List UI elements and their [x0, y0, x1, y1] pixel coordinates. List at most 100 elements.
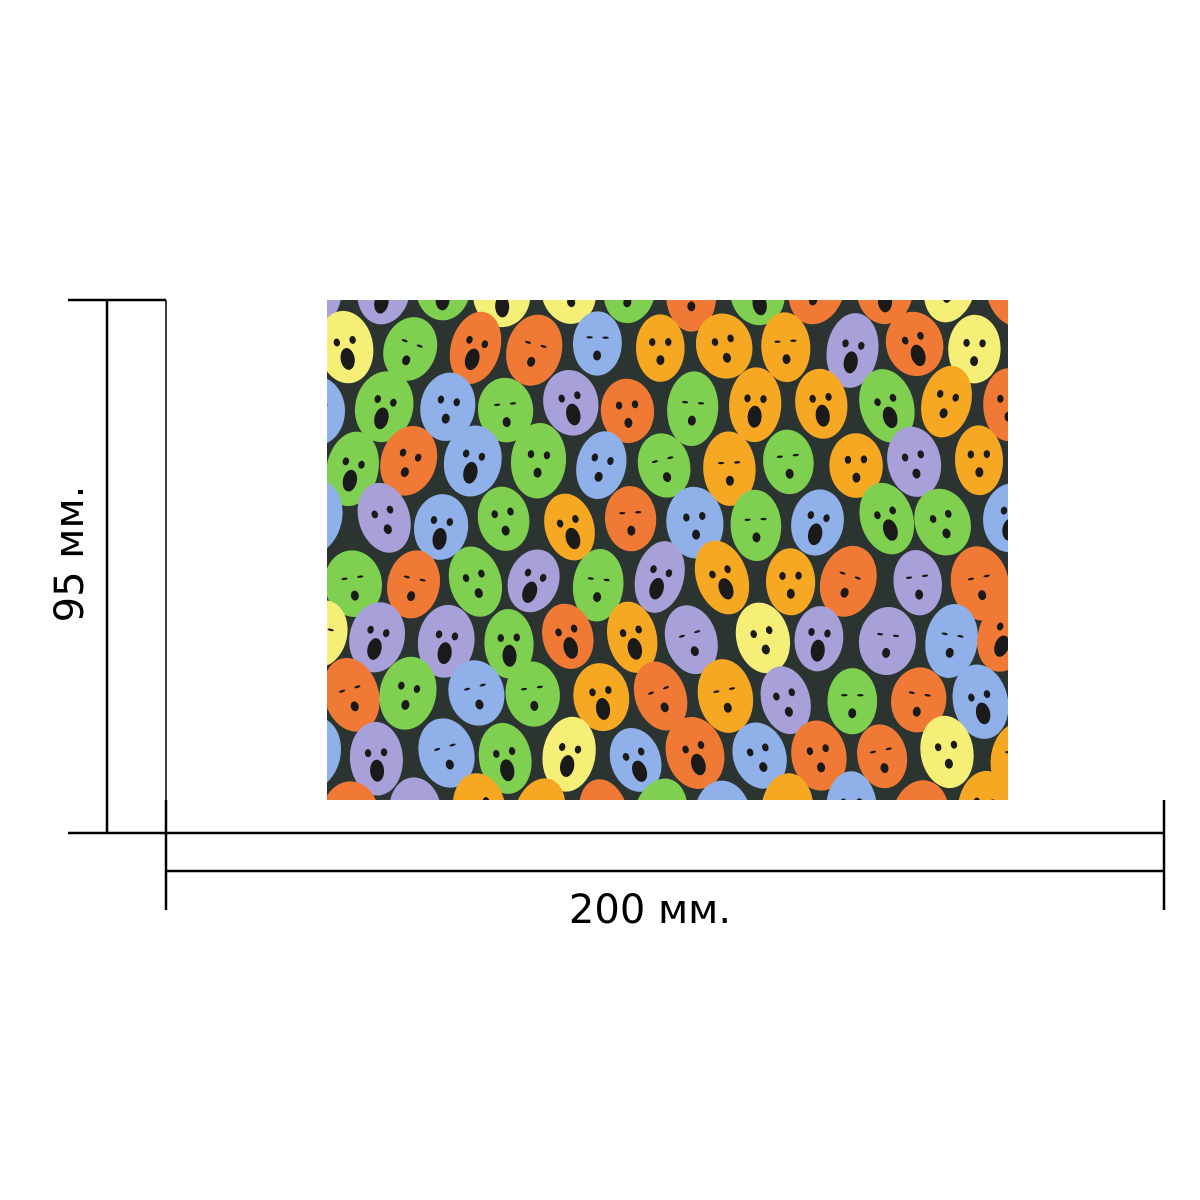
- face: [891, 667, 947, 733]
- face: [859, 369, 915, 443]
- face: [666, 486, 724, 559]
- face: [443, 425, 502, 497]
- face: [665, 717, 725, 789]
- face: [379, 656, 437, 730]
- face: [606, 601, 658, 673]
- face: [477, 377, 534, 443]
- face: [510, 422, 567, 499]
- face: [415, 300, 471, 321]
- face: [885, 311, 944, 377]
- face: [327, 376, 346, 446]
- face: [859, 482, 915, 555]
- faces-pattern: [327, 300, 1008, 800]
- face: [572, 548, 624, 622]
- face: [327, 657, 380, 732]
- face: [763, 429, 814, 495]
- face: [349, 721, 403, 796]
- face: [542, 716, 596, 792]
- face: [914, 488, 971, 556]
- face: [354, 371, 414, 443]
- face: [452, 773, 506, 800]
- face: [604, 486, 657, 552]
- face: [795, 368, 848, 439]
- face: [729, 367, 782, 443]
- face: [506, 314, 563, 386]
- face: [327, 781, 379, 800]
- face: [542, 603, 594, 669]
- face: [921, 365, 972, 438]
- face: [990, 723, 1008, 796]
- face: [327, 480, 343, 556]
- face: [634, 541, 685, 613]
- face: [794, 606, 844, 672]
- face: [735, 602, 791, 674]
- face: [891, 780, 950, 800]
- face: [761, 312, 811, 383]
- face: [484, 609, 534, 679]
- face: [887, 426, 942, 497]
- face: [920, 715, 974, 789]
- face: [357, 300, 411, 325]
- face: [857, 724, 908, 789]
- face: [765, 548, 816, 616]
- face: [819, 545, 877, 617]
- face: [472, 300, 531, 328]
- face: [633, 661, 688, 731]
- face: [576, 431, 627, 499]
- face: [543, 370, 599, 436]
- face: [413, 494, 469, 560]
- face: [788, 300, 846, 325]
- face: [417, 604, 475, 678]
- face: [761, 773, 814, 800]
- face: [603, 300, 656, 324]
- face: [327, 717, 341, 790]
- face: [732, 722, 787, 789]
- face: [791, 720, 847, 791]
- face: [957, 770, 1008, 800]
- face: [893, 550, 942, 616]
- face: [791, 489, 844, 556]
- face: [983, 368, 1008, 442]
- face: [327, 310, 374, 384]
- face: [665, 300, 717, 332]
- face: [695, 313, 753, 379]
- face: [635, 314, 685, 382]
- face: [540, 300, 597, 324]
- face: [579, 779, 630, 800]
- face: [449, 311, 502, 384]
- face: [327, 431, 379, 507]
- face: [827, 668, 878, 735]
- face: [667, 371, 719, 447]
- face: [826, 771, 877, 800]
- face: [573, 663, 630, 732]
- face: [572, 311, 622, 376]
- face: [389, 777, 442, 800]
- face: [829, 433, 883, 498]
- face: [703, 431, 756, 506]
- face: [730, 489, 782, 562]
- face: [952, 664, 1008, 739]
- face: [357, 482, 411, 553]
- face: [760, 666, 811, 735]
- screaming-faces-artwork: [327, 300, 1008, 800]
- face: [694, 540, 750, 615]
- face: [544, 493, 595, 561]
- face: [387, 550, 440, 619]
- face: [600, 378, 655, 444]
- face: [637, 433, 691, 498]
- face: [826, 313, 879, 388]
- face: [950, 546, 1008, 621]
- face: [383, 317, 438, 381]
- face: [448, 546, 503, 617]
- face: [856, 300, 913, 325]
- face: [420, 372, 476, 441]
- height-dimension-label: 95 мм.: [47, 485, 93, 623]
- face: [507, 549, 560, 613]
- face: [923, 300, 977, 323]
- face: [505, 661, 560, 727]
- face: [477, 486, 530, 551]
- face: [977, 597, 1008, 672]
- face: [983, 483, 1008, 553]
- face: [858, 606, 916, 676]
